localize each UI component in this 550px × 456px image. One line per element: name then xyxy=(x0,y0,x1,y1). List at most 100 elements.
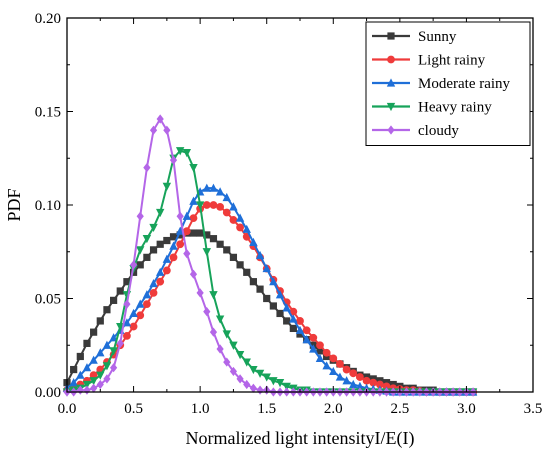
data-point-light-rainy xyxy=(209,201,218,209)
data-point-cloudy xyxy=(163,125,171,135)
data-point-moderate-rainy xyxy=(142,290,152,299)
data-point-cloudy xyxy=(216,344,224,354)
data-point-cloudy xyxy=(116,338,124,348)
data-point-moderate-rainy xyxy=(149,278,158,288)
data-point-heavy-rainy xyxy=(282,382,291,391)
data-point-heavy-rainy xyxy=(269,377,278,386)
data-point-moderate-rainy xyxy=(302,335,311,344)
data-point-light-rainy xyxy=(356,373,364,381)
data-point-heavy-rainy xyxy=(215,315,225,324)
data-point-light-rainy xyxy=(182,227,191,236)
data-point-sunny xyxy=(70,365,78,374)
legend-label: Moderate rainy xyxy=(418,76,511,92)
data-point-light-rainy xyxy=(162,266,171,275)
data-point-sunny xyxy=(110,296,118,304)
data-point-cloudy xyxy=(183,249,191,259)
legend-marker xyxy=(387,125,395,135)
data-point-heavy-rainy xyxy=(222,330,231,339)
data-point-cloudy xyxy=(176,211,184,221)
data-point-moderate-rainy xyxy=(309,344,318,353)
data-point-light-rainy xyxy=(382,382,391,391)
x-axis-title: Normalized light intensityI/E(I) xyxy=(186,428,415,449)
x-tick-label: 2.0 xyxy=(324,401,343,417)
data-point-moderate-rainy xyxy=(209,183,218,192)
data-point-cloudy xyxy=(229,366,238,377)
legend-label: Light rainy xyxy=(418,53,486,69)
data-point-sunny xyxy=(249,278,257,286)
data-point-heavy-rainy xyxy=(149,223,158,233)
data-point-moderate-rainy xyxy=(242,224,251,233)
data-point-moderate-rainy xyxy=(269,277,278,286)
data-point-light-rainy xyxy=(236,223,244,232)
data-point-sunny xyxy=(123,278,131,286)
data-point-moderate-rainy xyxy=(76,370,85,379)
y-axis-title: PDF xyxy=(4,188,24,221)
data-point-light-rainy xyxy=(329,354,338,363)
data-point-moderate-rainy xyxy=(109,333,118,342)
data-point-moderate-rainy xyxy=(202,183,211,192)
data-point-light-rainy xyxy=(309,333,318,342)
x-tick-label: 3.5 xyxy=(524,401,543,417)
data-point-sunny xyxy=(90,328,98,336)
data-point-cloudy xyxy=(136,211,144,221)
data-point-light-rainy xyxy=(189,214,198,222)
data-point-sunny xyxy=(269,302,277,310)
data-point-light-rainy xyxy=(129,322,138,331)
data-point-moderate-rainy xyxy=(322,361,331,370)
data-point-cloudy xyxy=(143,163,151,173)
data-point-heavy-rainy xyxy=(182,149,192,158)
data-point-light-rainy xyxy=(302,326,311,335)
x-tick-label: 0.5 xyxy=(124,401,143,417)
legend-entry-moderate-rainy: Moderate rainy xyxy=(372,76,511,92)
data-point-cloudy xyxy=(236,374,244,384)
data-point-sunny xyxy=(143,253,151,261)
data-point-light-rainy xyxy=(142,300,151,309)
data-point-cloudy xyxy=(103,374,111,384)
data-point-light-rainy xyxy=(342,365,351,374)
data-point-moderate-rainy xyxy=(255,250,265,260)
data-point-light-rainy xyxy=(336,360,344,368)
data-point-sunny xyxy=(223,246,231,254)
data-point-sunny xyxy=(136,261,144,269)
x-tick-label: 0.0 xyxy=(58,401,77,417)
data-point-light-rainy xyxy=(229,216,238,224)
data-point-moderate-rainy xyxy=(69,378,78,387)
data-point-moderate-rainy xyxy=(222,192,231,202)
data-point-cloudy xyxy=(243,379,251,390)
data-point-light-rainy xyxy=(156,277,165,286)
axes-layer: 0.0 0.5 1.0 1.5 2.0 2.5 3.0 3.5 0.00 0.05 0.10 0.15… xyxy=(35,11,543,417)
data-point-heavy-rainy xyxy=(156,208,165,218)
data-point-light-rainy xyxy=(362,376,371,385)
data-point-light-rainy xyxy=(176,240,185,249)
data-point-light-rainy xyxy=(123,332,131,340)
legend-marker xyxy=(387,32,395,40)
data-point-moderate-rainy xyxy=(349,379,358,389)
data-point-moderate-rainy xyxy=(262,263,271,273)
y-tick-label: 0.20 xyxy=(35,11,61,27)
data-point-moderate-rainy xyxy=(355,381,365,390)
data-point-sunny xyxy=(149,246,158,254)
data-point-light-rainy xyxy=(169,253,178,262)
data-point-light-rainy xyxy=(375,380,384,389)
data-point-cloudy xyxy=(123,299,131,309)
data-point-light-rainy xyxy=(222,208,231,217)
data-point-cloudy xyxy=(129,260,138,270)
legend-marker xyxy=(387,55,395,64)
data-point-sunny xyxy=(209,235,218,243)
data-point-cloudy xyxy=(196,288,204,298)
data-point-moderate-rainy xyxy=(122,318,132,327)
legend-entry-heavy-rainy: Heavy rainy xyxy=(372,100,492,116)
data-point-sunny xyxy=(229,253,238,261)
data-point-heavy-rainy xyxy=(249,365,258,375)
data-point-sunny xyxy=(203,231,211,239)
legend-label: cloudy xyxy=(418,123,459,139)
data-point-cloudy xyxy=(90,383,98,393)
data-point-sunny xyxy=(176,231,184,239)
data-point-moderate-rainy xyxy=(82,363,92,372)
data-point-sunny xyxy=(216,240,224,248)
data-point-heavy-rainy xyxy=(242,358,251,367)
data-point-moderate-rainy xyxy=(235,213,245,222)
legend-entry-light-rainy: Light rainy xyxy=(372,53,486,69)
data-point-sunny xyxy=(316,347,324,355)
